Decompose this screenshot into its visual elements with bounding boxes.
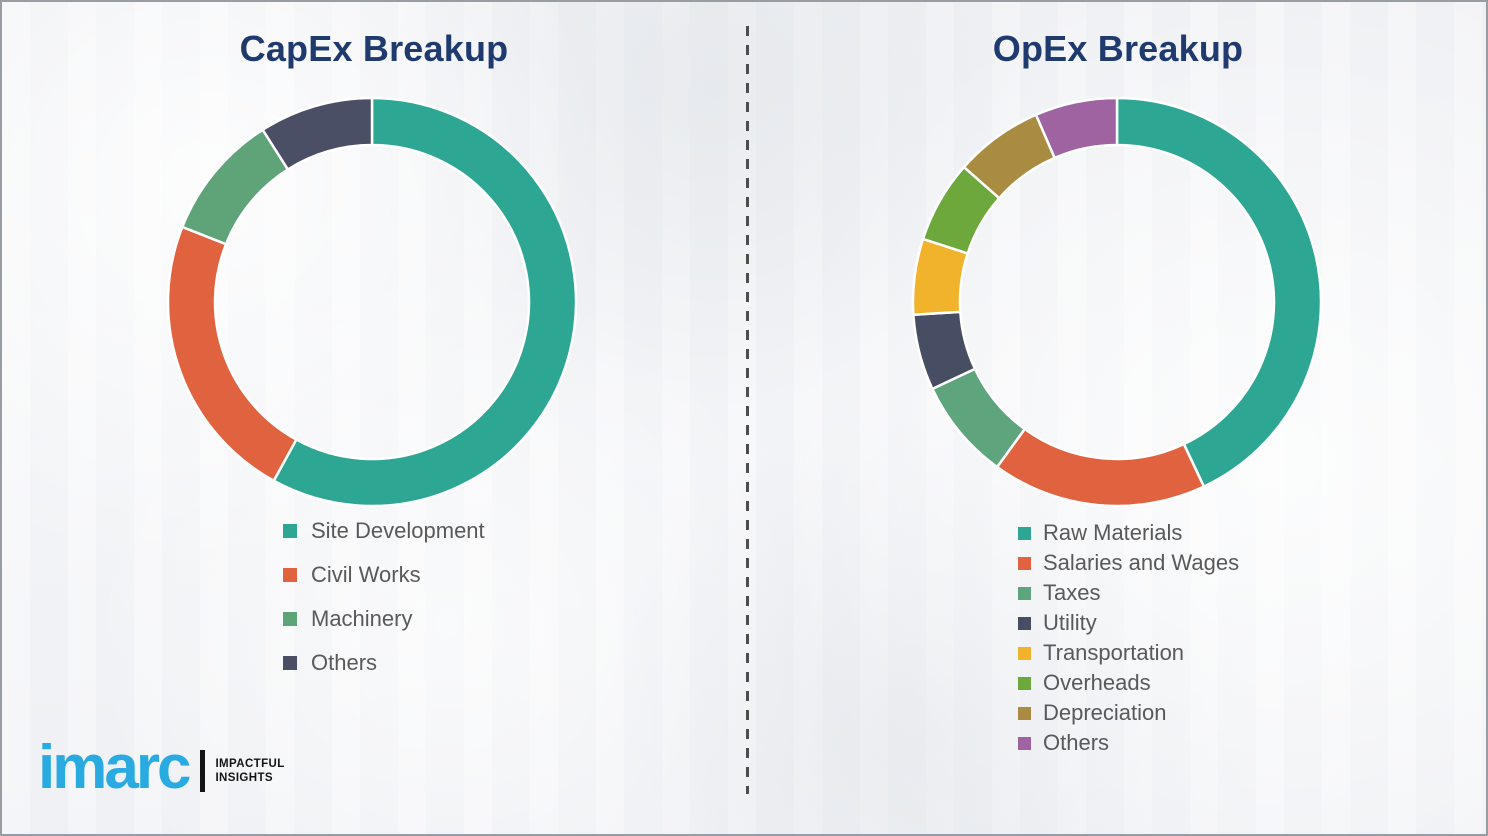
legend-label: Taxes bbox=[1043, 580, 1101, 605]
logo-tagline-line2: INSIGHTS bbox=[215, 772, 273, 784]
legend-item-transportation: Transportation bbox=[1018, 638, 1239, 668]
legend-item-others: Others bbox=[283, 641, 485, 685]
logo-tagline: IMPACTFUL INSIGHTS bbox=[215, 757, 284, 786]
legend-item-utility: Utility bbox=[1018, 608, 1239, 638]
legend-swatch-depreciation bbox=[1018, 706, 1031, 720]
legend-item-depreciation: Depreciation bbox=[1018, 698, 1239, 728]
legend-item-site-development: Site Development bbox=[283, 509, 485, 553]
donut-segment-others bbox=[261, 96, 374, 171]
legend-swatch-utility bbox=[1018, 616, 1031, 630]
legend-item-raw-materials: Raw Materials bbox=[1018, 518, 1239, 548]
capex-legend: Site Development Civil Works Machinery Othe… bbox=[283, 509, 485, 685]
legend-item-machinery: Machinery bbox=[283, 597, 485, 641]
legend-label: Others bbox=[1043, 730, 1110, 755]
legend-swatch-civil-works bbox=[283, 568, 297, 582]
legend-label: Site Development bbox=[311, 518, 485, 543]
legend-swatch-machinery bbox=[283, 612, 297, 626]
legend-label: Utility bbox=[1043, 610, 1097, 635]
donut-segment-others bbox=[1034, 96, 1119, 160]
legend-label: Depreciation bbox=[1043, 700, 1167, 725]
imarc-logo-wordmark: imarc bbox=[38, 733, 191, 802]
dashed-divider bbox=[746, 26, 749, 794]
imarc-logo: imarc IMPACTFUL INSIGHTS bbox=[38, 736, 285, 806]
donut-segment-machinery bbox=[181, 128, 290, 246]
legend-item-civil-works: Civil Works bbox=[283, 553, 485, 597]
legend-label: Salaries and Wages bbox=[1043, 550, 1240, 575]
legend-item-others: Others bbox=[1018, 728, 1239, 758]
legend-label: Overheads bbox=[1043, 670, 1151, 695]
legend-swatch-others bbox=[283, 656, 297, 670]
legend-item-overheads: Overheads bbox=[1018, 668, 1239, 698]
capex-donut-chart bbox=[166, 96, 578, 508]
legend-swatch-raw-materials bbox=[1018, 526, 1031, 540]
legend-item-salaries-and-wages: Salaries and Wages bbox=[1018, 548, 1239, 578]
opex-legend: Raw Materials Salaries and Wages Taxes Util… bbox=[1018, 518, 1239, 758]
opex-donut-chart bbox=[911, 96, 1323, 508]
legend-swatch-taxes bbox=[1018, 586, 1031, 600]
legend-label: Transportation bbox=[1043, 640, 1185, 665]
legend-swatch-salaries-and-wages bbox=[1018, 556, 1031, 570]
capex-title: CapEx Breakup bbox=[239, 28, 509, 69]
donut-segment-raw-materials bbox=[1115, 96, 1323, 488]
opex-title: OpEx Breakup bbox=[992, 28, 1244, 69]
legend-label: Others bbox=[311, 650, 378, 675]
legend-swatch-others bbox=[1018, 736, 1031, 750]
legend-swatch-site-development bbox=[283, 524, 297, 538]
legend-label: Raw Materials bbox=[1043, 520, 1183, 545]
donut-segment-civil-works bbox=[166, 225, 298, 483]
legend-label: Machinery bbox=[311, 606, 413, 631]
legend-label: Civil Works bbox=[311, 562, 421, 587]
legend-swatch-overheads bbox=[1018, 676, 1031, 690]
logo-divider-bar bbox=[200, 750, 206, 792]
legend-item-taxes: Taxes bbox=[1018, 578, 1239, 608]
logo-tagline-line1: IMPACTFUL bbox=[215, 757, 285, 770]
legend-swatch-transportation bbox=[1018, 646, 1031, 660]
donut-segment-site-development bbox=[272, 96, 578, 508]
donut-segment-salaries-and-wages bbox=[995, 427, 1206, 508]
